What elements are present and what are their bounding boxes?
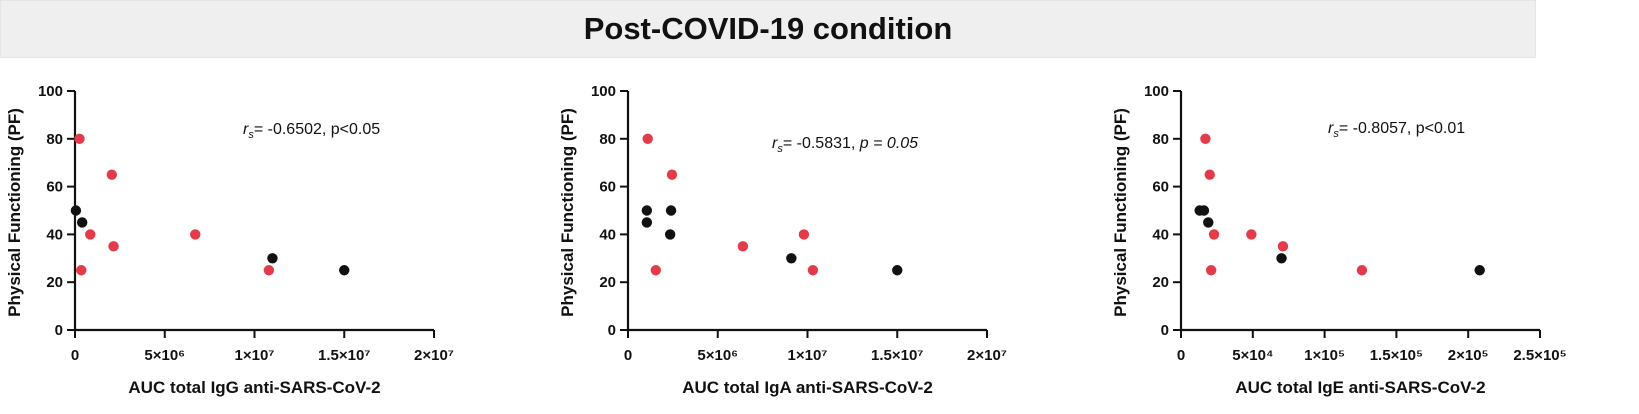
- data-point-black: [1276, 253, 1287, 264]
- x-tick-label: 1×10⁷: [788, 347, 828, 364]
- data-point-black: [1474, 265, 1485, 276]
- y-tick-label: 0: [608, 322, 616, 339]
- y-axis-title: Physical Functioning (PF): [558, 108, 577, 317]
- data-point-red: [85, 229, 96, 240]
- stat-prefix: r: [1328, 120, 1334, 137]
- x-tick-label: 5×10⁶: [144, 347, 185, 364]
- y-tick-label: 100: [38, 83, 63, 100]
- x-tick-label: 0: [71, 347, 79, 364]
- data-point-black: [1198, 205, 1210, 216]
- data-point-red: [263, 265, 275, 276]
- x-tick-label: 5×10⁶: [697, 347, 738, 364]
- data-point-red: [666, 169, 678, 180]
- data-point-black: [70, 205, 82, 216]
- data-point-red: [798, 229, 810, 240]
- data-point-black: [76, 217, 88, 228]
- y-tick-label: 0: [1161, 322, 1169, 339]
- x-tick-label: 1.5×10⁷: [318, 347, 371, 364]
- x-tick-label: 0: [1177, 347, 1185, 364]
- y-tick-label: 80: [1152, 131, 1169, 148]
- y-tick-label: 100: [1144, 83, 1169, 100]
- data-point-black: [786, 253, 797, 264]
- y-tick-label: 20: [46, 274, 63, 291]
- x-tick-label: 1.5×10⁷: [871, 347, 924, 364]
- x-tick-label: 1×10⁷: [235, 347, 275, 364]
- data-point-black: [641, 217, 653, 228]
- chart-panel-iga: 0 20 40 60 80 100 0 5×10⁶ 1×10⁷ 1.5×10⁷ 2×10⁷ AUC t…: [553, 62, 1113, 414]
- page-title: Post-COVID-19 condition: [583, 11, 953, 46]
- x-tick-label: 2×10⁷: [414, 347, 454, 364]
- data-point-black: [664, 229, 676, 240]
- stat-subscript: s: [777, 143, 783, 155]
- data-point-red: [1208, 229, 1220, 240]
- scatter-chart-ige: 0 20 40 60 80 100 0 5×10⁴ 1×10⁵ 1.5×10⁵ 2×10⁵ 2.5×1…: [1111, 83, 1567, 397]
- y-tick-label: 0: [55, 322, 63, 339]
- x-tick-label: 2×10⁵: [1448, 347, 1489, 364]
- stat-value: = -0.5831,: [783, 135, 860, 152]
- y-tick-label: 20: [599, 274, 616, 291]
- stat-subscript: s: [1333, 128, 1339, 140]
- y-tick-label: 80: [599, 131, 616, 148]
- data-point-red: [807, 265, 819, 276]
- scatter-chart-igg: 0 20 40 60 80 100 0 5×10⁶ 1×10⁷ 1.5×10⁷ 2×10⁷ AUC t…: [5, 83, 454, 397]
- y-tick-label: 40: [599, 226, 616, 243]
- x-tick-label: 2.5×10⁵: [1513, 347, 1566, 364]
- y-tick-label: 100: [591, 83, 616, 100]
- correlation-stat: rs= -0.6502, p<0.05: [243, 121, 380, 141]
- correlation-stat: rs= -0.5831, p = 0.05: [772, 135, 918, 155]
- data-point-black: [665, 205, 677, 216]
- data-point-red: [190, 229, 201, 240]
- data-point-red: [642, 133, 653, 144]
- x-axis-title: AUC total IgG anti-SARS-CoV-2: [128, 378, 380, 397]
- x-axis-title: AUC total IgA anti-SARS-CoV-2: [682, 378, 933, 397]
- data-point-red: [108, 241, 119, 252]
- data-point-black: [339, 265, 350, 276]
- y-axis-title: Physical Functioning (PF): [5, 108, 24, 317]
- chart-panel-igg: 0 20 40 60 80 100 0 5×10⁶ 1×10⁷ 1.5×10⁷ 2×10⁷ AUC t…: [0, 62, 560, 414]
- x-tick-label: 0: [624, 347, 632, 364]
- data-point-black: [641, 205, 653, 216]
- x-tick-label: 2×10⁷: [967, 347, 1007, 364]
- x-tick-label: 1.5×10⁵: [1370, 347, 1423, 364]
- data-point-red: [1246, 229, 1257, 240]
- stat-p-value: p = 0.05: [859, 135, 918, 152]
- data-point-red: [74, 133, 85, 144]
- chart-panel-ige: 0 20 40 60 80 100 0 5×10⁴ 1×10⁵ 1.5×10⁵ 2×10⁵ 2.5×1…: [1106, 62, 1639, 414]
- y-tick-label: 20: [1152, 274, 1169, 291]
- data-point-red: [1356, 265, 1368, 276]
- y-tick-label: 60: [1152, 179, 1169, 196]
- y-tick-label: 60: [46, 179, 63, 196]
- data-point-red: [1200, 133, 1211, 144]
- x-axis-title: AUC total IgE anti-SARS-CoV-2: [1235, 378, 1485, 397]
- y-tick-label: 80: [46, 131, 63, 148]
- data-point-red: [650, 265, 662, 276]
- y-tick-label: 60: [599, 179, 616, 196]
- stat-prefix: r: [243, 121, 249, 138]
- data-point-red: [1204, 169, 1215, 180]
- stat-value: = -0.6502, p<0.05: [254, 121, 380, 138]
- stat-value: = -0.8057, p<0.01: [1339, 120, 1465, 137]
- stat-subscript: s: [248, 129, 254, 141]
- data-point-black: [892, 265, 903, 276]
- data-point-red: [106, 169, 117, 180]
- data-point-red: [1205, 265, 1217, 276]
- scatter-chart-iga: 0 20 40 60 80 100 0 5×10⁶ 1×10⁷ 1.5×10⁷ 2×10⁷ AUC t…: [558, 83, 1007, 397]
- correlation-stat: rs= -0.8057, p<0.01: [1328, 120, 1465, 140]
- title-bar: Post-COVID-19 condition: [0, 0, 1536, 58]
- data-point-red: [1277, 241, 1289, 252]
- data-point-red: [737, 241, 749, 252]
- y-tick-label: 40: [1152, 226, 1169, 243]
- data-point-black: [267, 253, 278, 264]
- x-tick-label: 5×10⁴: [1232, 347, 1273, 364]
- y-axis-title: Physical Functioning (PF): [1111, 108, 1130, 317]
- stat-prefix: r: [772, 135, 778, 152]
- x-tick-label: 1×10⁵: [1304, 347, 1345, 364]
- y-tick-label: 40: [46, 226, 63, 243]
- data-point-red: [76, 265, 87, 276]
- data-point-black: [1203, 217, 1214, 228]
